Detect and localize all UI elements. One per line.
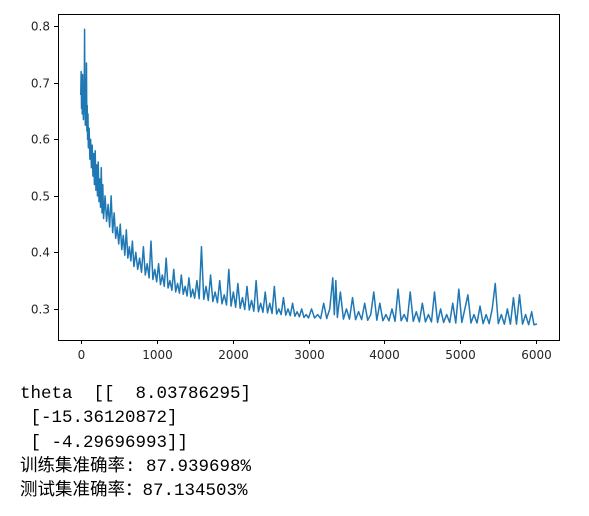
theta-output-line-1: theta [[ 8.03786295] [20,384,252,404]
y-tick-label: 0.6 [31,133,50,147]
x-tick-label: 6000 [521,348,552,362]
x-tick-label: 2000 [218,348,249,362]
x-tick-label: 4000 [369,348,400,362]
y-tick-label: 0.8 [31,20,50,34]
x-axis: 0 1000 2000 3000 4000 5000 6000 [78,340,552,362]
cell-output-text: theta [[ 8.03786295] [-15.36120872] [ -4… [20,382,580,503]
x-tick-label: 0 [78,348,86,362]
y-tick-label: 0.7 [31,77,50,91]
theta-output-line-3: [ -4.29696993]] [20,432,189,453]
train-accuracy-line: 训练集准确率: 87.939698% [20,456,252,477]
series-line [80,28,538,326]
theta-output-line-2: [-15.36120872] [20,408,178,429]
y-tick-label: 0.3 [31,303,50,317]
loss-line-chart: 0 1000 2000 3000 4000 5000 6000 0.30.40.50.60.… [31,14,560,362]
y-axis: 0.3 0.4 0.5 0.6 0.7 0.8 [31,20,58,317]
plot-area-background [58,14,559,340]
y-tick-label: 0.5 [31,190,50,204]
y-tick-label: 0.4 [31,246,50,260]
plot-lines [80,28,538,326]
test-accuracy-line: 测试集准确率：87.134503% [20,481,248,502]
x-tick-label: 3000 [294,348,325,362]
x-tick-label: 1000 [142,348,173,362]
x-tick-label: 5000 [445,348,476,362]
